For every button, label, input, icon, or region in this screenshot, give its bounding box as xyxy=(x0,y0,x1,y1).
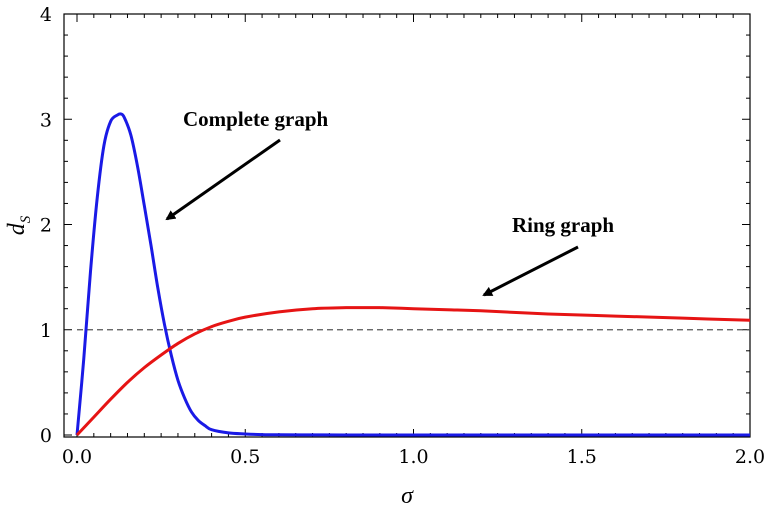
y-tick-label: 0 xyxy=(40,425,52,447)
y-tick-label: 4 xyxy=(40,4,52,26)
x-tick-label: 1.0 xyxy=(398,446,428,468)
y-axis-label-main: d xyxy=(4,222,30,235)
series-line-complete-graph xyxy=(75,112,750,437)
annotation-arrow-complete-graph xyxy=(165,138,281,221)
annotation-arrow-ring-graph xyxy=(482,245,579,297)
series-layer xyxy=(75,112,751,437)
y-tick-label: 3 xyxy=(40,109,52,131)
series-line-ring-graph xyxy=(75,306,751,437)
x-tick-label: 0.5 xyxy=(230,446,260,468)
annotation-complete-graph: Complete graph xyxy=(183,107,329,131)
x-tick-label: 2.0 xyxy=(735,446,764,468)
annotation-ring-graph: Ring graph xyxy=(512,213,614,237)
y-tick-label: 2 xyxy=(40,215,52,237)
y-axis-label-sub: S xyxy=(18,215,34,223)
y-axis-label: dS xyxy=(4,215,34,235)
y-tick-label: 1 xyxy=(40,320,52,342)
x-tick-label: 0.0 xyxy=(62,446,92,468)
plot-frame xyxy=(63,13,751,438)
x-tick-label: 1.5 xyxy=(567,446,597,468)
x-axis-label: σ xyxy=(401,483,414,509)
